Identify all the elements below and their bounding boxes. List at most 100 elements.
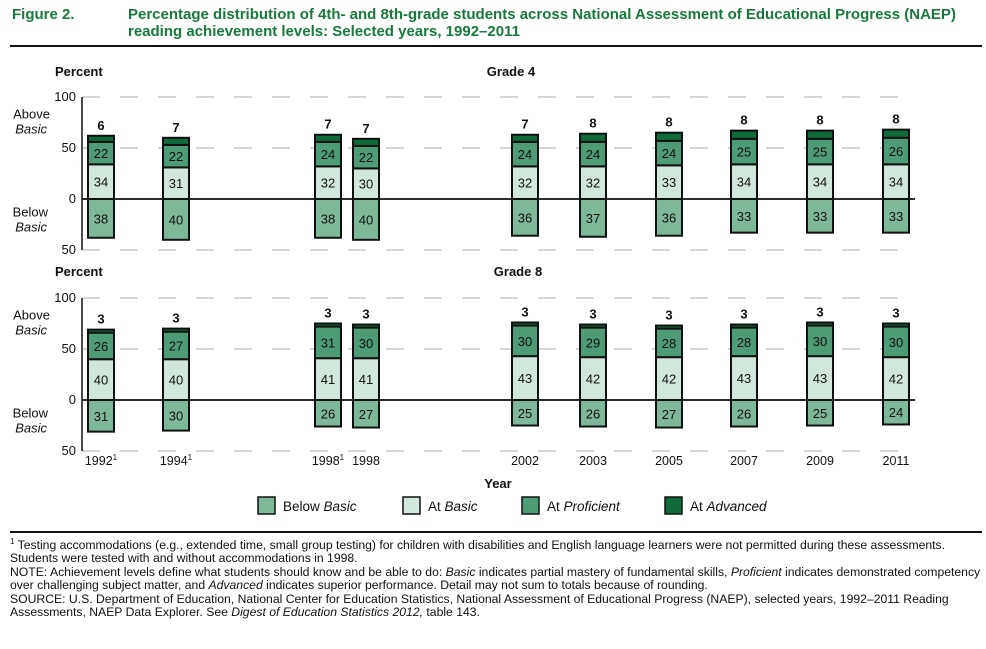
bar-at-advanced: [882, 128, 910, 139]
bar-below-basic: [87, 198, 115, 239]
data-label-at-proficient: 30: [889, 335, 903, 350]
bar-at-advanced: [730, 323, 758, 329]
legend-label-level: Basic: [324, 499, 357, 514]
data-label-at-basic: 42: [586, 372, 600, 387]
note: NOTE: Achievement levels define what stu…: [10, 564, 982, 593]
data-label-at-proficient: 25: [813, 145, 827, 160]
data-label-at-advanced: 3: [172, 311, 179, 326]
data-label-below-basic: 25: [518, 406, 532, 421]
data-label-below-basic: 33: [813, 209, 827, 224]
bar-group: [352, 323, 380, 429]
bar-below-basic: [511, 198, 539, 237]
legend-label-prefix: At: [428, 499, 445, 514]
footnote-mark: 1: [113, 453, 118, 462]
data-label-below-basic: 36: [662, 210, 676, 225]
notes-rule: [10, 531, 982, 533]
bar-group: [882, 322, 910, 426]
bar-at-advanced: [511, 133, 539, 143]
bar-group: [730, 323, 758, 428]
data-label-at-proficient: 27: [169, 338, 183, 353]
data-label-at-basic: 34: [813, 175, 827, 190]
y-tick-label: 50: [62, 242, 76, 257]
bar-group: [579, 132, 607, 238]
legend-label-level: Proficient: [564, 499, 622, 514]
bar-at-basic: [511, 355, 539, 402]
source: SOURCE: U.S. Department of Education, Na…: [10, 591, 982, 620]
bar-at-basic: [806, 355, 834, 402]
source-text: SOURCE: U.S. Department of Education, Na…: [10, 591, 949, 620]
data-label-at-advanced: 3: [324, 306, 331, 321]
header-rule: [10, 45, 982, 47]
bar-at-basic: [87, 358, 115, 402]
data-label-at-proficient: 22: [169, 149, 183, 164]
above-basic-label: Above: [13, 106, 50, 121]
y-tick-label: 50: [62, 140, 76, 155]
data-label-at-advanced: 3: [665, 308, 672, 323]
legend-label: At Proficient: [547, 499, 621, 514]
y-tick-label: 0: [69, 191, 76, 206]
above-basic-label: Basic: [15, 323, 47, 338]
data-label-at-proficient: 26: [889, 144, 903, 159]
bar-group: [806, 321, 834, 427]
chart-title: Grade 4: [487, 64, 536, 79]
note-basic: Basic: [445, 564, 476, 579]
legend-label-prefix: Below: [283, 499, 324, 514]
bar-group: [511, 133, 539, 237]
bar-at-basic: [511, 165, 539, 200]
x-tick-label: 2009: [806, 454, 834, 468]
footnote-text: Testing accommodations (e.g., extended t…: [10, 538, 946, 566]
data-label-at-advanced: 3: [740, 307, 747, 322]
data-label-at-advanced: 6: [97, 118, 104, 133]
data-label-below-basic: 37: [586, 211, 600, 226]
bar-group: [162, 327, 190, 432]
bar-at-basic: [882, 163, 910, 201]
x-tick-label: 19921: [85, 453, 118, 468]
bar-at-proficient: [314, 325, 342, 360]
data-label-at-advanced: 8: [665, 115, 672, 130]
bar-at-advanced: [730, 129, 758, 140]
bar-at-advanced: [579, 132, 607, 143]
bar-group: [352, 137, 380, 241]
bar-at-basic: [579, 356, 607, 402]
data-label-at-basic: 33: [662, 175, 676, 190]
data-label-at-proficient: 28: [662, 336, 676, 351]
source-digest: Digest of Education Statistics 2012,: [231, 605, 424, 620]
bar-at-advanced: [162, 136, 190, 146]
bar-at-advanced: [579, 323, 607, 329]
data-label-at-advanced: 3: [362, 307, 369, 322]
data-label-below-basic: 38: [94, 211, 108, 226]
data-label-at-basic: 41: [321, 372, 335, 387]
y-tick-label: 100: [54, 290, 76, 305]
legend-label: At Basic: [428, 499, 478, 514]
bar-below-basic: [352, 198, 380, 241]
x-tick-label: 2002: [511, 454, 539, 468]
data-label-at-basic: 40: [169, 373, 183, 388]
above-basic-label: Basic: [15, 122, 47, 137]
data-label-at-basic: 34: [94, 175, 108, 190]
figure-title: Percentage distribution of 4th- and 8th-…: [128, 6, 956, 40]
x-tick-label: 2007: [730, 454, 758, 468]
bar-below-basic: [730, 198, 758, 234]
data-label-at-basic: 43: [518, 371, 532, 386]
data-label-at-advanced: 7: [362, 121, 369, 136]
bar-at-basic: [806, 163, 834, 201]
legend-label-prefix: At: [547, 499, 564, 514]
data-label-below-basic: 40: [359, 212, 373, 227]
data-label-at-proficient: 30: [359, 336, 373, 351]
source-text: table 143.: [423, 605, 480, 620]
below-basic-label: Below: [13, 204, 49, 219]
bar-at-advanced: [162, 327, 190, 333]
x-tick-label: 2003: [579, 454, 607, 468]
bar-below-basic: [806, 198, 834, 234]
bar-group: [806, 129, 834, 234]
data-label-at-proficient: 24: [321, 147, 335, 162]
data-label-below-basic: 38: [321, 211, 335, 226]
data-label-at-proficient: 25: [737, 145, 751, 160]
y-axis-label: Percent: [55, 64, 103, 79]
data-label-at-advanced: 3: [521, 304, 528, 319]
bar-at-basic: [87, 163, 115, 201]
bar-group: [87, 134, 115, 239]
bar-at-proficient: [730, 326, 758, 358]
bar-group: [882, 128, 910, 234]
